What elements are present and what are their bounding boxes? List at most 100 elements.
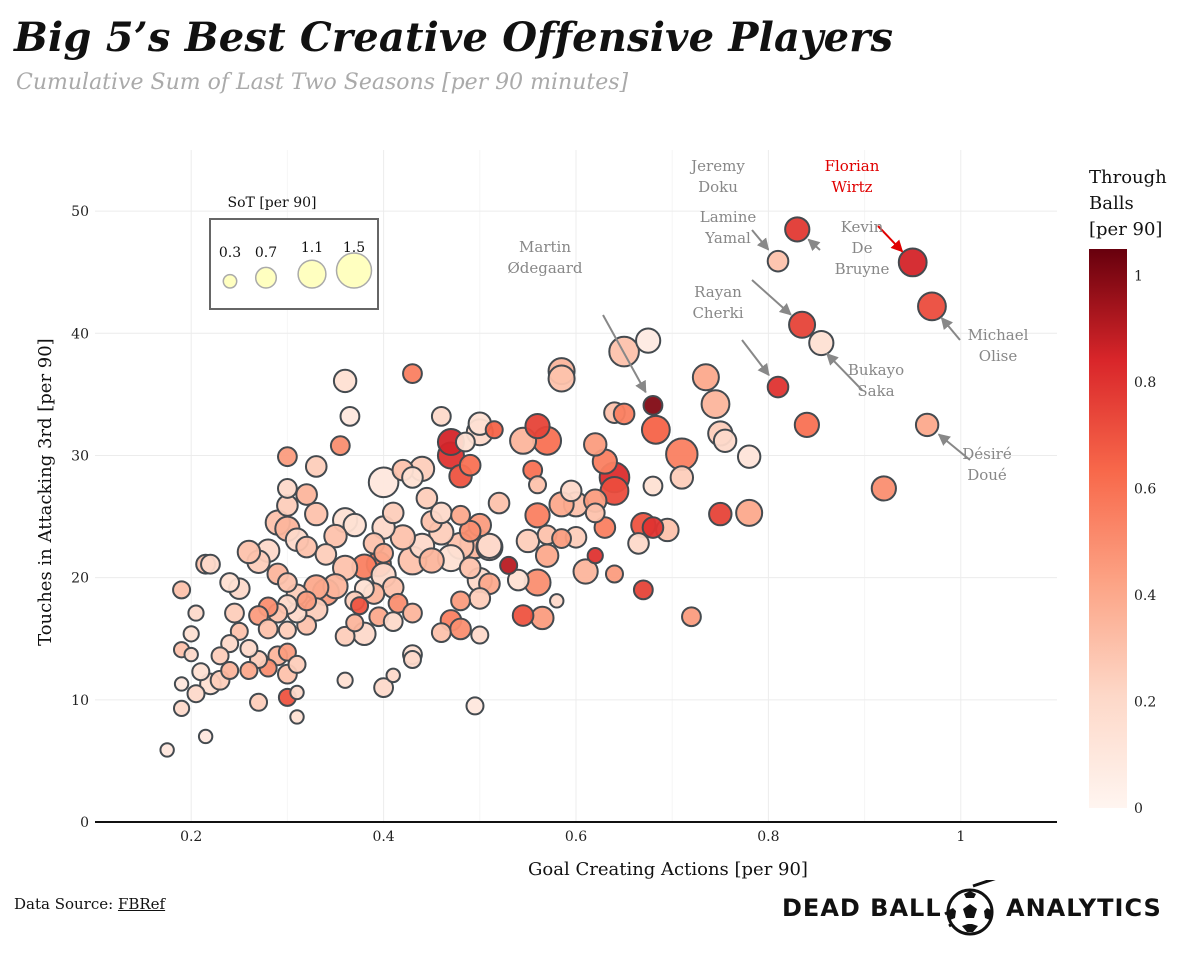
data-point	[766, 375, 790, 399]
data-point	[342, 512, 367, 538]
data-point	[373, 677, 395, 698]
data-source-prefix: Data Source:	[14, 895, 118, 913]
data-point	[249, 692, 269, 712]
data-point	[289, 709, 305, 725]
data-point	[304, 501, 329, 527]
data-point	[277, 478, 298, 499]
data-point	[430, 501, 453, 525]
size-legend-circle	[297, 259, 327, 289]
x-tick-label: 0.8	[757, 829, 779, 845]
size-legend-label: 1.1	[301, 240, 323, 256]
colorbar-gradient	[1089, 249, 1127, 808]
annotation-arrow	[741, 339, 770, 377]
data-point	[586, 547, 604, 565]
annotation-line: Doku	[698, 178, 738, 196]
annotation-label: Florian Wirtz	[825, 157, 880, 196]
data-point	[219, 572, 241, 593]
annotation-arrow	[751, 279, 792, 316]
colorbar-tick-label: 0.4	[1134, 588, 1156, 604]
annotation-line: Saka	[857, 382, 894, 400]
x-tick-label: 0.2	[180, 829, 202, 845]
y-axis-title: Touches in Attacking 3rd [per 90]	[35, 338, 56, 646]
data-point	[632, 579, 654, 601]
data-point	[476, 532, 503, 559]
data-point	[329, 435, 351, 457]
data-point	[528, 475, 548, 495]
annotation-line: Désiré	[962, 445, 1012, 463]
colorbar-tick-label: 0.2	[1134, 695, 1156, 711]
colorbar: Through Balls [per 90] 0 0.2 0.4 0.6 0.8 1	[1089, 167, 1167, 817]
annotation-line: Bukayo	[848, 361, 904, 379]
data-point	[458, 519, 482, 543]
data-point	[450, 504, 471, 526]
brand-left-text: DEAD BALL	[782, 894, 942, 922]
data-point	[450, 590, 471, 612]
data-point	[295, 535, 318, 559]
annotation-line: Florian	[825, 157, 880, 175]
data-point	[641, 516, 665, 539]
data-point	[314, 543, 338, 566]
data-point	[200, 553, 221, 575]
data-point	[691, 363, 720, 392]
annotation-line: Michael	[968, 326, 1029, 344]
data-point	[524, 502, 551, 529]
data-point	[642, 394, 664, 416]
x-tick-label: 0.6	[565, 829, 587, 845]
annotation-label: Rayan Cherki	[692, 283, 743, 322]
data-point	[583, 432, 608, 457]
annotation-label: Bukayo Saka	[848, 361, 904, 400]
data-point	[499, 555, 519, 575]
colorbar-tick-label: 0	[1134, 801, 1143, 817]
x-tick-label: 1	[956, 829, 965, 845]
data-point	[470, 625, 490, 645]
data-point	[793, 411, 820, 439]
annotation-line: Olise	[979, 347, 1018, 365]
annotation-arrow	[602, 314, 647, 394]
chart-title: Big 5’s Best Creative Offensive Players	[14, 14, 894, 61]
data-point	[295, 483, 318, 506]
football-icon	[944, 880, 996, 936]
data-point	[304, 455, 328, 478]
annotation-label: Lamine Yamal	[700, 208, 757, 247]
data-point	[458, 453, 482, 477]
fbref-link[interactable]: FBRef	[117, 895, 166, 913]
data-point	[172, 699, 191, 717]
data-point	[511, 604, 535, 627]
data-point	[287, 654, 307, 674]
data-point	[559, 479, 583, 503]
colorbar-title: [per 90]	[1089, 219, 1162, 240]
data-point	[239, 660, 259, 680]
y-tick-label: 20	[71, 571, 89, 587]
data-point	[183, 646, 199, 663]
data-point	[323, 523, 348, 549]
size-legend-label: 0.7	[255, 245, 277, 261]
data-point	[191, 662, 211, 682]
data-point	[604, 564, 624, 584]
data-point	[468, 587, 492, 610]
data-point	[458, 556, 482, 580]
data-point	[642, 475, 664, 497]
annotation-label: Michael Olise	[968, 326, 1029, 365]
annotation-line: Cherki	[692, 304, 743, 322]
annotation-line: Martin	[519, 238, 571, 256]
data-point	[870, 475, 897, 502]
data-point	[788, 310, 817, 339]
data-point	[917, 291, 947, 322]
y-tick-label: 50	[71, 204, 89, 220]
annotation-line: Lamine	[700, 208, 757, 226]
annotation-line: Kevin	[841, 218, 884, 236]
annotation-arrow	[877, 225, 904, 253]
size-legend-label: 0.3	[219, 245, 241, 261]
data-point	[465, 696, 485, 716]
data-point	[515, 528, 541, 554]
data-point	[784, 216, 811, 243]
data-point	[506, 568, 530, 592]
scatter-points	[159, 216, 947, 758]
data-point	[530, 605, 555, 631]
data-point	[665, 437, 699, 471]
data-point	[708, 501, 733, 527]
data-point	[159, 742, 175, 758]
data-point	[700, 389, 731, 420]
data-point	[449, 617, 472, 641]
